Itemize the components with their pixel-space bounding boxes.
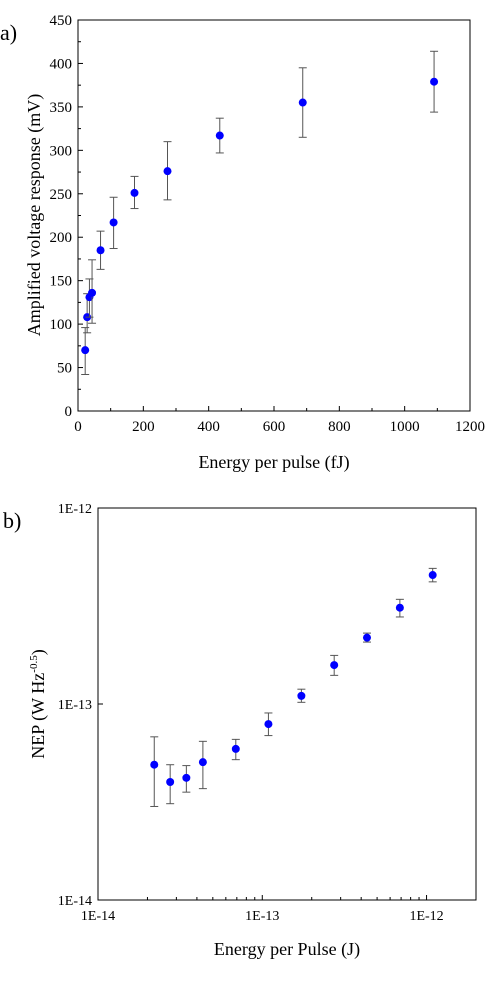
x-tick-label: 600: [263, 419, 286, 435]
x-tick-label: 1E-14: [81, 909, 115, 924]
y-tick-label: 50: [57, 361, 72, 377]
data-point: [395, 603, 404, 612]
data-point: [96, 246, 105, 255]
panel-a-voltage-response: a) 0 200 400 600 800 1000 1200 0 50 100 150 200 250 3…: [0, 13, 485, 473]
y-tick-label: 0: [65, 404, 73, 420]
y-tick-label: 350: [50, 100, 73, 116]
y-tick-label: 450: [50, 13, 73, 29]
y-tick-label: 1E-14: [58, 894, 92, 909]
x-tick-label: 800: [328, 419, 351, 435]
data-point: [298, 98, 307, 107]
panel-b-data-series: [150, 567, 437, 807]
x-tick-label: 1000: [390, 419, 420, 435]
data-point: [150, 760, 159, 769]
panel-a-data-series: [81, 50, 439, 376]
panel-b-label: b): [3, 508, 21, 533]
panel-b-y-axis-label-main: NEP (W Hz: [28, 673, 49, 759]
y-tick-label: 250: [50, 187, 73, 203]
y-tick-label: 100: [50, 317, 73, 333]
panel-b-x-axis-label: Energy per Pulse (J): [214, 939, 360, 960]
panel-b-y-axis-label-exponent: -0.5: [28, 655, 40, 673]
y-tick-label: 150: [50, 274, 73, 290]
panel-b-y-axis-label-end: ): [28, 649, 49, 655]
x-tick-label: 1E-12: [409, 909, 443, 924]
x-tick-label: 200: [132, 419, 155, 435]
panel-b-plot-frame: [97, 507, 477, 901]
data-point: [163, 167, 172, 176]
panel-b-nep: b) 1E-14 1E-13 1E-12 1E-14 1E-13 1E-12 Energy…: [3, 502, 477, 960]
data-point: [130, 188, 139, 197]
data-point: [182, 773, 191, 782]
data-point: [88, 288, 97, 297]
data-point: [215, 131, 224, 140]
data-point: [231, 744, 240, 753]
data-point: [198, 758, 207, 767]
data-point: [297, 691, 306, 700]
data-point: [109, 218, 118, 227]
x-tick-label: 0: [74, 419, 82, 435]
y-tick-label: 1E-13: [58, 698, 92, 713]
y-tick-label: 400: [50, 56, 73, 72]
data-point: [428, 571, 437, 580]
panel-a-axes: 0 200 400 600 800 1000 1200 0 50 100 150 200 250 300 3…: [50, 13, 486, 435]
y-tick-label: 1E-12: [58, 502, 92, 517]
panel-a-y-axis-label: Amplified voltage response (mV): [24, 94, 45, 336]
panel-a-label: a): [0, 20, 17, 45]
y-tick-label: 300: [50, 143, 73, 159]
panel-b-y-axis-label: NEP (W Hz-0.5): [28, 649, 49, 758]
data-point: [81, 346, 90, 355]
data-point: [264, 720, 273, 729]
x-tick-label: 400: [197, 419, 220, 435]
data-point: [166, 777, 175, 786]
panel-a-x-axis-label: Energy per pulse (fJ): [198, 452, 349, 473]
y-tick-label: 200: [50, 230, 73, 246]
data-point: [330, 661, 339, 670]
data-point: [430, 77, 439, 86]
x-tick-label: 1200: [455, 419, 485, 435]
panel-a-plot-frame: [77, 19, 471, 412]
data-point: [362, 633, 371, 642]
x-tick-label: 1E-13: [245, 909, 279, 924]
panel-b-axes: 1E-14 1E-13 1E-12 1E-14 1E-13 1E-12: [58, 502, 444, 924]
